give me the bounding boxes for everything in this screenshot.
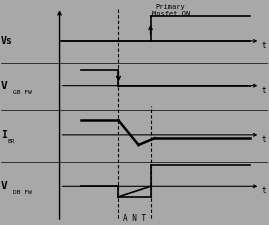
Text: t: t [262, 41, 266, 50]
Text: GB FW: GB FW [13, 90, 31, 95]
Text: V: V [1, 181, 8, 191]
Text: DB FW: DB FW [13, 191, 31, 196]
Text: t: t [262, 86, 266, 95]
Text: I: I [1, 130, 6, 140]
Text: BR: BR [7, 139, 15, 144]
Text: Vs: Vs [1, 36, 12, 46]
Text: t: t [262, 135, 266, 144]
Text: V: V [1, 81, 8, 91]
Text: A N T: A N T [123, 214, 146, 223]
Text: Primary
Mosfet ON: Primary Mosfet ON [151, 4, 190, 17]
Text: t: t [262, 186, 266, 195]
